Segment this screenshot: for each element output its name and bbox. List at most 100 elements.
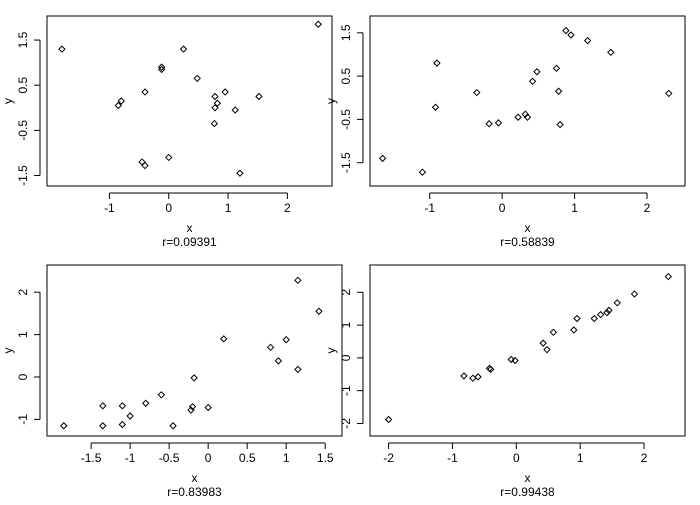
y-tick-label: 0 xyxy=(339,354,353,361)
x-tick-label: 0 xyxy=(513,451,520,465)
data-point xyxy=(433,59,441,67)
x-tick-label: 1 xyxy=(571,201,578,215)
data-point xyxy=(613,299,621,307)
y-tick-label: 1 xyxy=(339,321,353,328)
x-tick-label: -1 xyxy=(125,451,136,465)
data-point xyxy=(431,103,440,111)
data-point xyxy=(630,290,639,298)
data-point xyxy=(118,402,127,410)
x-tick-label: -1 xyxy=(447,451,458,465)
x-axis-title: x xyxy=(525,471,531,485)
data-point xyxy=(543,345,551,354)
data-point xyxy=(562,26,570,35)
scatter-panel-3: -1.5 -1 -0.5 0 0.5 1 1.5 -1 0 1 2 x y r=0.83983 xyxy=(1,264,343,499)
data-point xyxy=(236,169,244,177)
y-tick-label: -2 xyxy=(339,418,353,429)
scatter-panel-2: -1 0 1 2 -1.5 -0.5 0.5 1.5 x y r=0.58839 xyxy=(324,15,686,249)
data-point xyxy=(114,101,123,110)
data-point xyxy=(274,357,283,365)
data-point xyxy=(193,74,201,83)
x-tick-label: -0.5 xyxy=(159,451,180,465)
x-tick-label: 1 xyxy=(577,451,584,465)
data-point xyxy=(157,63,166,71)
y-axis-title: y xyxy=(1,348,15,354)
data-point xyxy=(141,88,149,96)
data-point xyxy=(99,402,107,410)
x-tick-label: 1.5 xyxy=(317,451,334,465)
data-point xyxy=(384,415,393,424)
x-tick-label: 0 xyxy=(499,201,506,215)
data-point xyxy=(473,88,481,97)
data-point xyxy=(142,399,150,407)
data-point xyxy=(220,335,228,343)
data-point xyxy=(494,119,503,127)
data-point xyxy=(523,113,532,121)
data-point xyxy=(211,104,219,112)
x-tick-label: 2 xyxy=(284,201,291,215)
data-point xyxy=(165,153,173,162)
data-point xyxy=(315,307,323,315)
data-point xyxy=(190,374,198,382)
data-point xyxy=(231,106,239,114)
data-point xyxy=(507,355,515,364)
data-point xyxy=(514,113,522,121)
correlation-caption: r=0.09391 xyxy=(162,235,217,249)
data-point xyxy=(552,64,561,73)
x-axis-title: x xyxy=(192,471,198,485)
y-tick-label: -0.5 xyxy=(339,109,353,130)
data-point xyxy=(539,339,547,347)
data-point xyxy=(294,365,302,374)
data-point xyxy=(665,89,673,98)
correlation-caption: r=0.58839 xyxy=(500,235,555,249)
data-point xyxy=(603,308,611,317)
x-tick-label: -2 xyxy=(383,451,394,465)
data-point xyxy=(210,119,219,128)
y-tick-label: 1 xyxy=(16,331,30,338)
data-point xyxy=(117,97,125,105)
y-tick-label: -1 xyxy=(339,385,353,396)
data-point xyxy=(570,326,578,334)
data-point xyxy=(211,92,219,101)
data-point xyxy=(157,391,166,399)
correlation-caption: r=0.83983 xyxy=(167,485,222,499)
x-tick-label: 1 xyxy=(225,201,232,215)
y-tick-label: -1.5 xyxy=(16,165,30,186)
plot-frame xyxy=(369,15,686,187)
data-point xyxy=(460,372,468,380)
data-point xyxy=(533,68,541,76)
data-point xyxy=(567,31,575,39)
data-point xyxy=(573,314,581,323)
data-point xyxy=(204,403,212,412)
x-tick-label: 1 xyxy=(283,451,290,465)
data-point xyxy=(583,36,592,45)
data-point xyxy=(664,272,673,281)
data-point xyxy=(549,328,558,337)
data-point xyxy=(528,77,537,86)
data-point xyxy=(511,356,519,365)
plot-frame xyxy=(369,264,686,437)
data-point xyxy=(213,99,222,107)
data-point xyxy=(378,154,387,163)
x-tick-label: 0.5 xyxy=(239,451,256,465)
data-point xyxy=(556,120,564,129)
data-point xyxy=(179,45,188,53)
data-point xyxy=(554,87,563,95)
y-axis-title: y xyxy=(324,98,338,104)
x-tick-label: 2 xyxy=(644,201,651,215)
data-point xyxy=(60,422,68,430)
data-point xyxy=(169,422,177,430)
y-tick-label: 1.5 xyxy=(339,24,353,41)
correlation-caption: r=0.99438 xyxy=(500,485,555,499)
x-tick-label: -1 xyxy=(424,201,435,215)
x-axis-title: x xyxy=(187,221,193,235)
y-tick-label: 0 xyxy=(16,373,30,380)
data-point xyxy=(141,161,149,170)
x-axis-title: x xyxy=(525,221,531,235)
y-tick-label: 0.5 xyxy=(339,67,353,84)
y-tick-label: -1 xyxy=(16,414,30,425)
plot-frame xyxy=(46,264,343,437)
data-point xyxy=(487,365,495,374)
data-point xyxy=(294,276,302,285)
